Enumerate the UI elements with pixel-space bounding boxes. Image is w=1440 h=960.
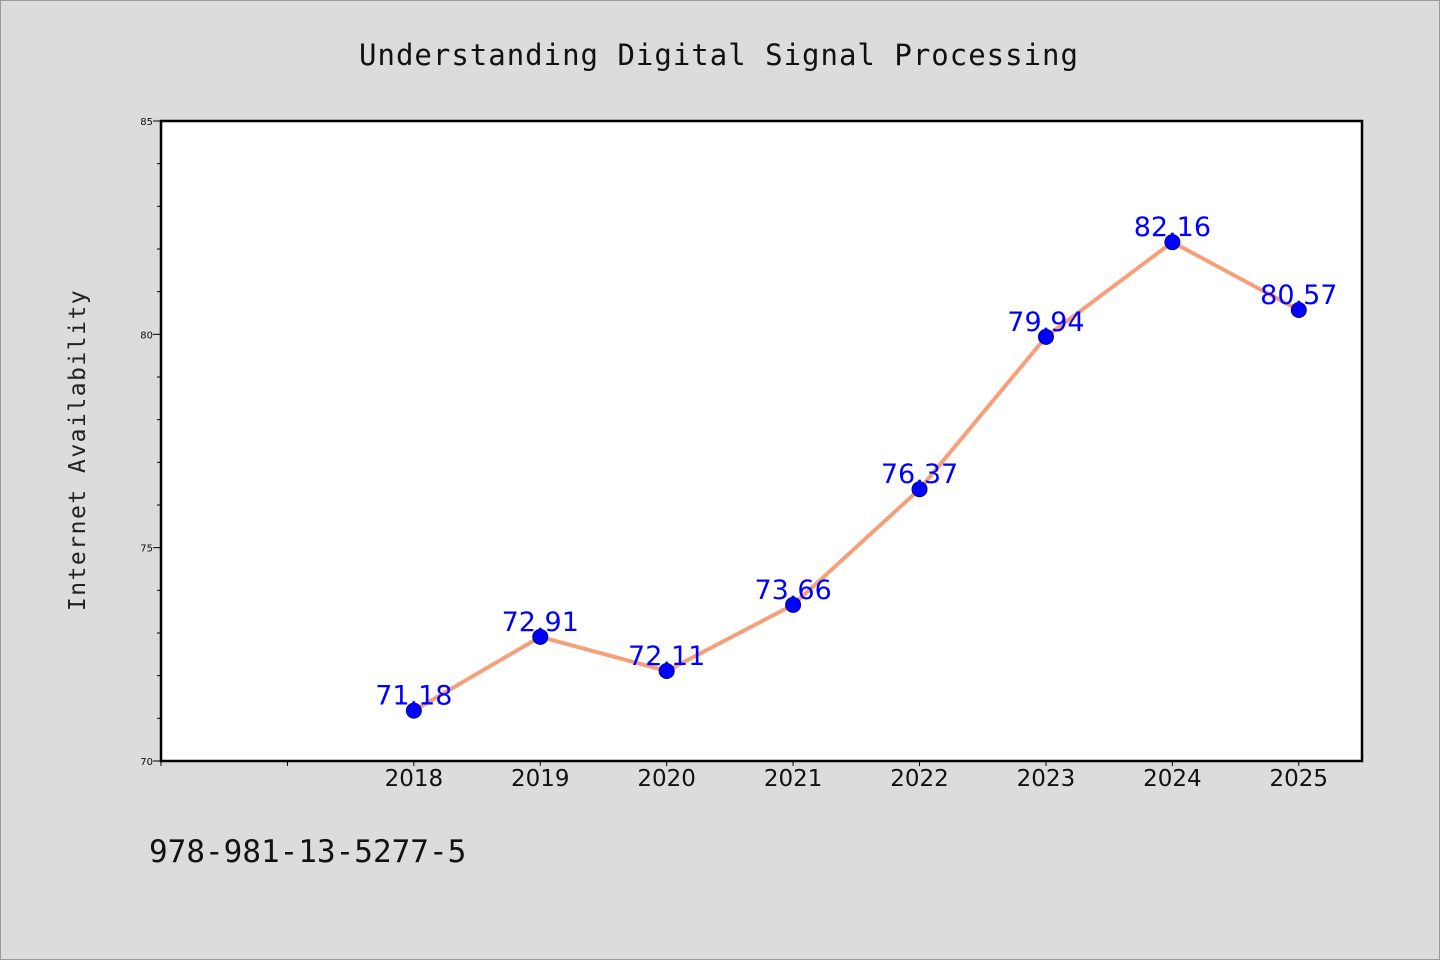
- x-tick-label: 2018: [385, 766, 444, 792]
- x-tick-label: 2024: [1143, 766, 1202, 792]
- data-labels: 71.18 72.91 72.11 73.66 76.37 79.94 82.16 80.57: [375, 212, 1337, 711]
- data-label: 72.11: [628, 641, 705, 672]
- y-axis-ticks: 70 75 80 85: [140, 117, 161, 768]
- x-tick-label: 2019: [511, 766, 570, 792]
- y-axis-label: Internet Availability: [65, 289, 91, 611]
- x-tick-label: 2022: [890, 766, 949, 792]
- x-tick-label: 2023: [1017, 766, 1076, 792]
- series-line: [411, 240, 1301, 713]
- y-tick-label: 70: [140, 757, 153, 768]
- data-point: [405, 702, 422, 719]
- isbn-text: 978-981-13-5277-5: [149, 834, 467, 870]
- chart-title: Understanding Digital Signal Processing: [359, 38, 1079, 72]
- data-point: [1164, 234, 1181, 251]
- plot-frame: [159, 119, 1364, 763]
- data-label: 79.94: [1007, 307, 1084, 338]
- y-tick-label: 85: [140, 117, 153, 128]
- series-line-group: [411, 240, 1301, 713]
- data-point: [658, 662, 675, 679]
- data-point: [1037, 328, 1054, 345]
- x-tick-label: 2020: [637, 766, 696, 792]
- data-point: [911, 481, 928, 498]
- data-label: 73.66: [754, 575, 831, 606]
- data-point: [1290, 302, 1307, 319]
- x-axis-ticks: 2018 2019 2020 2021 2022 2023 2024 2025: [160, 761, 1329, 792]
- data-label: 76.37: [881, 459, 958, 490]
- data-point: [785, 596, 802, 613]
- x-tick-label: 2021: [764, 766, 823, 792]
- y-tick-label: 80: [140, 330, 153, 341]
- y-tick-label: 75: [140, 544, 153, 555]
- data-points: [405, 234, 1307, 719]
- x-tick-label: 2025: [1270, 766, 1329, 792]
- data-label: 72.91: [502, 607, 579, 638]
- data-point: [532, 628, 549, 645]
- data-label: 80.57: [1260, 280, 1337, 311]
- data-label: 71.18: [375, 681, 452, 712]
- plot-area: [161, 121, 1362, 761]
- data-label: 82.16: [1134, 212, 1211, 243]
